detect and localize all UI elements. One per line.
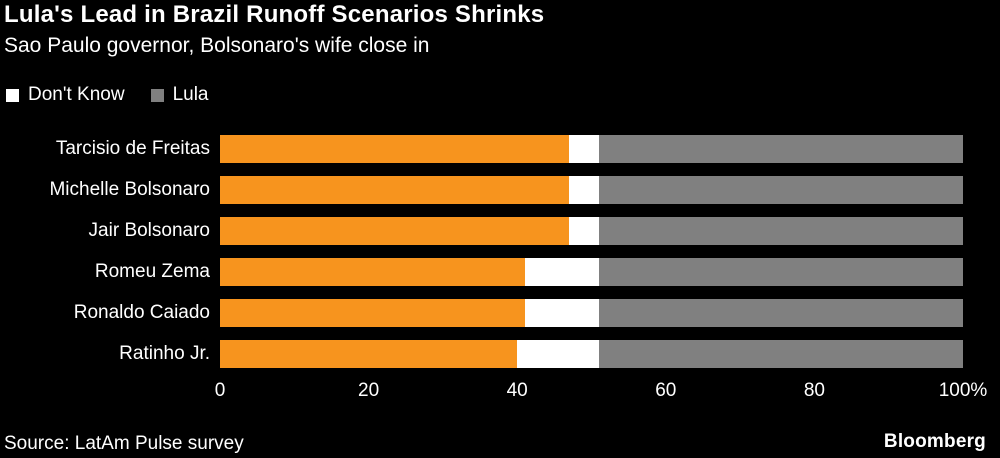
- category-label: Ronaldo Caiado: [73, 301, 210, 323]
- chart-row: Jair Bolsonaro: [0, 210, 963, 251]
- legend: Don't Know Lula: [6, 84, 209, 106]
- bar-segment-lula: [598, 175, 963, 204]
- category-label: Jair Bolsonaro: [88, 219, 210, 241]
- category-label: Tarcisio de Freitas: [55, 137, 210, 159]
- chart-row: Romeu Zema: [0, 251, 963, 292]
- dont-know-swatch-icon: [6, 88, 19, 102]
- chart-row: Tarcisio de Freitas: [0, 128, 963, 169]
- bar-segment-candidate: [220, 175, 570, 204]
- legend-label-dont-know: Don't Know: [28, 84, 125, 105]
- bar-segment-lula: [598, 257, 963, 286]
- chart-subtitle: Sao Paulo governor, Bolsonaro's wife clo…: [4, 34, 430, 57]
- bar-segment-lula: [598, 134, 963, 163]
- bar-segment-candidate: [220, 216, 570, 245]
- bar-segment-don-t-know: [517, 339, 599, 368]
- chart-row: Ronaldo Caiado: [0, 292, 963, 333]
- x-tick-label: 20: [358, 380, 380, 401]
- x-tick-label: 100%: [938, 380, 988, 401]
- bar-segment-don-t-know: [524, 298, 599, 327]
- x-axis: 0 20 40 60 80 100%: [215, 374, 988, 404]
- bar-track: [220, 257, 963, 286]
- bar-segment-don-t-know: [569, 134, 599, 163]
- category-label: Romeu Zema: [94, 260, 210, 282]
- bar-segment-lula: [598, 339, 963, 368]
- chart-title: Lula's Lead in Brazil Runoff Scenarios S…: [4, 1, 545, 28]
- bar-segment-candidate: [220, 339, 518, 368]
- bar-segment-lula: [598, 298, 963, 327]
- legend-item-dont-know: Don't Know: [6, 84, 125, 106]
- bar-track: [220, 134, 963, 163]
- chart-row: Michelle Bolsonaro: [0, 169, 963, 210]
- x-tick-label: 60: [655, 380, 677, 401]
- bar-chart: Tarcisio de Freitas Michelle Bolsonaro Jai…: [0, 128, 988, 404]
- category-label: Michelle Bolsonaro: [49, 178, 210, 200]
- x-tick-label: 80: [803, 380, 825, 401]
- chart-rows: Tarcisio de Freitas Michelle Bolsonaro Jai…: [0, 128, 963, 374]
- bar-track: [220, 339, 963, 368]
- category-label: Ratinho Jr.: [119, 342, 210, 364]
- bar-segment-candidate: [220, 134, 570, 163]
- bar-track: [220, 298, 963, 327]
- legend-item-lula: Lula: [150, 84, 209, 106]
- bar-segment-don-t-know: [569, 175, 599, 204]
- lula-swatch-icon: [150, 88, 164, 102]
- x-tick-label: 40: [506, 380, 528, 401]
- bar-segment-candidate: [220, 298, 525, 327]
- bloomberg-logo: Bloomberg: [883, 431, 986, 452]
- bar-segment-don-t-know: [569, 216, 599, 245]
- source-note: Source: LatAm Pulse survey: [4, 433, 244, 454]
- bar-track: [220, 175, 963, 204]
- bar-track: [220, 216, 963, 245]
- bar-segment-candidate: [220, 257, 525, 286]
- bar-segment-don-t-know: [524, 257, 599, 286]
- chart-row: Ratinho Jr.: [0, 333, 963, 374]
- x-tick-label: 0: [214, 380, 226, 401]
- bar-segment-lula: [598, 216, 963, 245]
- legend-label-lula: Lula: [172, 84, 209, 105]
